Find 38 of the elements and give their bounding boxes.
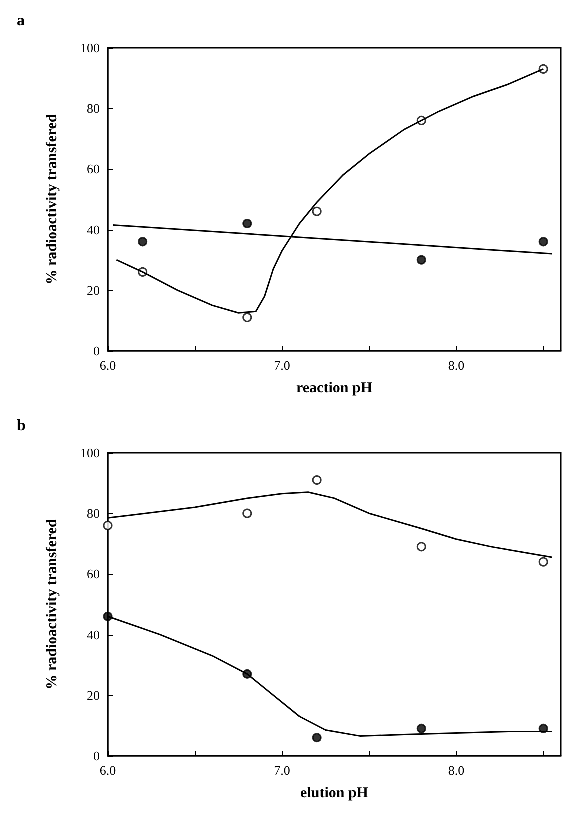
chart-title: a: [17, 12, 25, 30]
point: [242, 312, 252, 322]
point: [538, 237, 548, 247]
point: [312, 733, 322, 743]
point: [416, 255, 426, 265]
point: [242, 218, 252, 228]
y-tick-label: 100: [80, 446, 100, 460]
point: [103, 520, 113, 530]
x-tick-label: 8.0: [448, 763, 465, 778]
y-axis-title: % radioactivity transfered: [44, 114, 60, 285]
x-tick-label: 7.0: [274, 763, 290, 778]
y-tick-label: 60: [87, 566, 100, 582]
point: [538, 557, 548, 567]
point: [416, 542, 426, 552]
y-axis-title: % radioactivity transfered: [44, 518, 60, 690]
y-tick-label: 0: [94, 344, 100, 358]
point: [416, 724, 426, 734]
y-tick-label: 80: [87, 506, 100, 522]
point: [103, 612, 113, 622]
y-tick-label: 40: [87, 222, 100, 238]
y-tick-label: 0: [94, 748, 100, 764]
x-tick-label: 8.0: [448, 358, 465, 373]
x-axis-title: reaction pH: [296, 380, 373, 396]
y-tick-label: 40: [87, 627, 100, 642]
x-tick-label: 7.0: [274, 358, 290, 373]
x-tick-label: 6.0: [100, 763, 116, 778]
point: [138, 237, 148, 247]
y-tick-label: 100: [80, 40, 100, 56]
point: [312, 476, 322, 486]
y-tick-label: 20: [87, 688, 100, 703]
point: [312, 206, 322, 216]
y-tick-label: 80: [87, 101, 100, 116]
x-axis-title: elution pH: [300, 786, 369, 802]
x-tick-label: 6.0: [100, 358, 116, 373]
point: [242, 508, 252, 518]
chart-title: b: [17, 418, 26, 434]
y-tick-label: 20: [87, 282, 100, 298]
y-tick-label: 60: [87, 162, 100, 177]
